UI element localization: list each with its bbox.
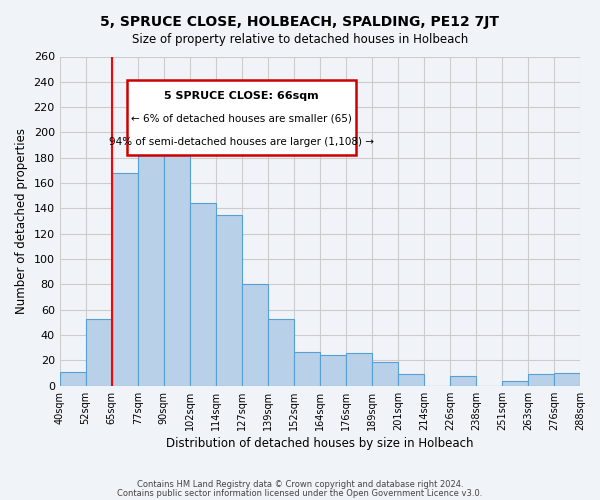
Text: Size of property relative to detached houses in Holbeach: Size of property relative to detached ho… bbox=[132, 32, 468, 46]
Bar bbox=[502, 381, 528, 386]
Bar bbox=[372, 362, 398, 386]
Bar bbox=[398, 374, 424, 386]
Bar bbox=[164, 118, 190, 386]
Bar bbox=[112, 173, 138, 386]
Text: Contains HM Land Registry data © Crown copyright and database right 2024.: Contains HM Land Registry data © Crown c… bbox=[137, 480, 463, 489]
Bar bbox=[294, 352, 320, 386]
Y-axis label: Number of detached properties: Number of detached properties bbox=[15, 128, 28, 314]
Bar bbox=[242, 284, 268, 386]
Bar bbox=[268, 318, 294, 386]
Bar bbox=[138, 124, 164, 386]
Bar bbox=[450, 376, 476, 386]
Bar bbox=[554, 373, 580, 386]
Bar bbox=[59, 372, 86, 386]
Text: 94% of semi-detached houses are larger (1,108) →: 94% of semi-detached houses are larger (… bbox=[109, 136, 374, 146]
Text: 5, SPRUCE CLOSE, HOLBEACH, SPALDING, PE12 7JT: 5, SPRUCE CLOSE, HOLBEACH, SPALDING, PE1… bbox=[101, 15, 499, 29]
FancyBboxPatch shape bbox=[127, 80, 356, 156]
Bar bbox=[320, 356, 346, 386]
Text: ← 6% of detached houses are smaller (65): ← 6% of detached houses are smaller (65) bbox=[131, 114, 352, 124]
Bar bbox=[528, 374, 554, 386]
Text: 5 SPRUCE CLOSE: 66sqm: 5 SPRUCE CLOSE: 66sqm bbox=[164, 91, 319, 101]
Bar bbox=[216, 215, 242, 386]
Bar bbox=[86, 318, 112, 386]
Text: Contains public sector information licensed under the Open Government Licence v3: Contains public sector information licen… bbox=[118, 488, 482, 498]
Bar bbox=[346, 353, 372, 386]
Bar bbox=[190, 204, 216, 386]
X-axis label: Distribution of detached houses by size in Holbeach: Distribution of detached houses by size … bbox=[166, 437, 473, 450]
